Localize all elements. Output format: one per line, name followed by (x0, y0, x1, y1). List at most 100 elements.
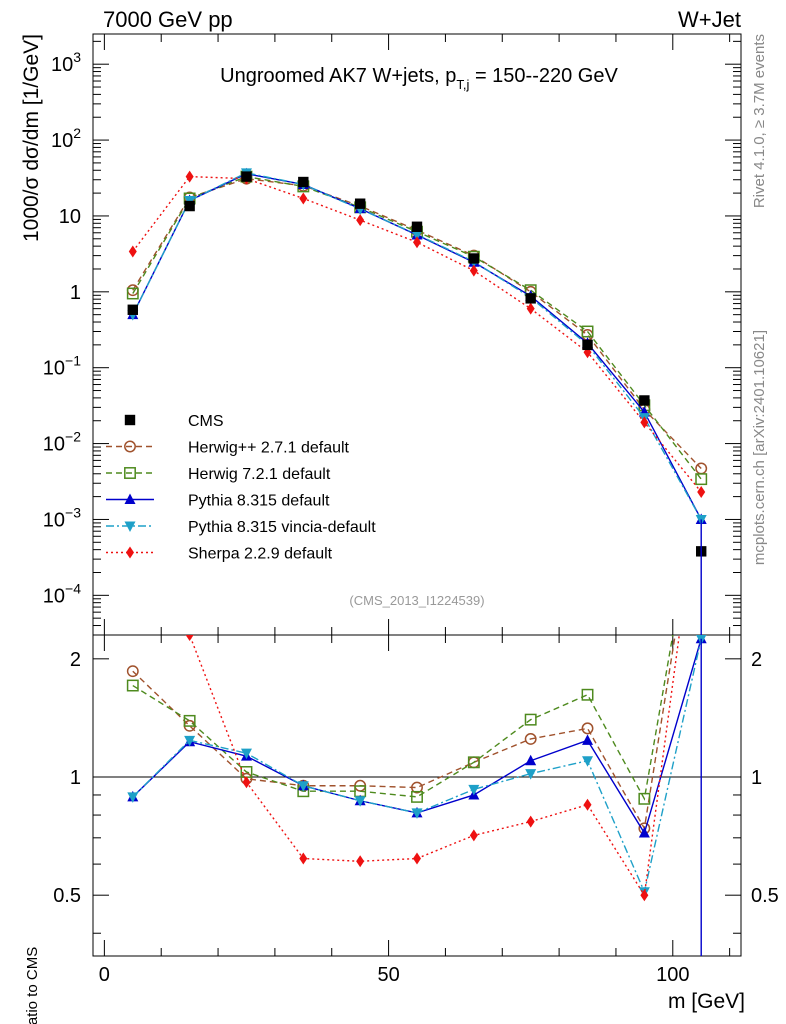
data-point (184, 200, 195, 212)
ratio-ytick-label-right: 0.5 (751, 885, 779, 907)
tick-base: 10 (43, 585, 65, 607)
ratio-series-pythia-8-315-default (127, 635, 707, 838)
main-ytick-label: 10 (59, 206, 81, 228)
ratio-point (297, 781, 309, 792)
legend-label: Herwig++ 2.7.1 default (188, 440, 350, 457)
ratio-point (581, 722, 594, 735)
ratio-point (411, 790, 423, 803)
main-ytick-label: 10−3 (43, 504, 81, 531)
data-point (469, 264, 478, 277)
ratio-point (638, 827, 650, 838)
data-point (582, 339, 593, 351)
data-point (356, 214, 365, 227)
legend-entry: Herwig 7.2.1 default (106, 466, 331, 483)
ratio-point (240, 748, 252, 760)
ratio-ytick-label-right: 2 (751, 649, 762, 671)
data-point (299, 192, 308, 205)
ratio-series-herwig-7-2-1-default (126, 635, 674, 805)
main-ylabel: 1000/σ dσ/dm [1/GeV] (20, 34, 43, 242)
watermark: (CMS_2013_I1224539) (349, 593, 484, 608)
ratio-point (526, 815, 535, 828)
energy-label: 7000 GeV pp (103, 7, 233, 32)
process-label: W+Jet (678, 7, 741, 32)
ratio-point (413, 852, 421, 865)
ratio-series-group (126, 635, 707, 956)
main-title: Ungroomed AK7 W+jets, pT,j = 150--220 Ge… (220, 65, 618, 92)
ratio-xtick-label: 100 (656, 964, 689, 986)
title-main: Ungroomed AK7 W+jets, p (220, 65, 456, 87)
tick-exponent: 2 (73, 125, 81, 141)
data-point (241, 171, 252, 182)
series-line (132, 175, 702, 493)
tick-base: 10 (51, 54, 73, 76)
data-point (697, 486, 706, 499)
legend-marker (126, 546, 134, 559)
rivet-label: Rivet 4.1.0, ≥ 3.7M events (751, 34, 768, 208)
legend: CMS Herwig++ 2.7.1 default Herwig 7.2.1 de… (106, 413, 376, 563)
data-point (525, 293, 536, 304)
ratio-xtick-label: 0 (99, 964, 110, 986)
ratio-point (183, 714, 196, 727)
tick-exponent: −1 (65, 353, 81, 369)
ratio-line (132, 638, 702, 835)
ratio-ytick-label: 1 (70, 767, 81, 789)
ratio-point (583, 798, 592, 811)
xlabel: m [GeV] (668, 990, 745, 1013)
tick-exponent: 3 (73, 49, 81, 65)
ratio-point (242, 776, 251, 789)
tick-exponent: −2 (65, 429, 81, 445)
tick-base: 10 (43, 509, 65, 531)
tick-base: 10 (51, 130, 73, 152)
data-point (413, 236, 421, 249)
data-point (640, 416, 649, 429)
title-tail: = 150--220 GeV (469, 65, 618, 87)
legend-label: Pythia 8.315 vincia-default (188, 519, 376, 536)
data-point (468, 253, 480, 264)
ratio-point (525, 754, 537, 766)
ratio-point (356, 855, 365, 868)
ratio-ytick-label: 0.5 (53, 885, 81, 907)
series-cms (127, 171, 707, 557)
ratio-panel-frame (92, 634, 742, 957)
ratio-point (185, 635, 194, 641)
data-point (639, 395, 650, 406)
legend-label: Pythia 8.315 default (188, 493, 330, 510)
data-point (185, 170, 194, 183)
main-ytick-label: 102 (51, 125, 81, 152)
series-herwig-7-2-1-default (126, 170, 708, 486)
legend-entry: Pythia 8.315 vincia-default (106, 519, 376, 536)
ratio-point (468, 784, 480, 796)
main-ytick-label: 1 (70, 282, 81, 304)
legend-marker (124, 521, 136, 532)
ratio-point (640, 889, 649, 902)
title-subscript: T,j (456, 77, 469, 92)
data-point (695, 473, 708, 486)
ratio-point (299, 852, 308, 865)
ratio-series-pythia-8-315-vincia-default (127, 635, 707, 898)
ratio-point (581, 688, 594, 701)
data-point (581, 325, 594, 338)
ratio-axis-ticks: 0 50 100 0.5 0.5 1 1 2 2 (53, 635, 779, 986)
ratio-ytick-label: 2 (70, 649, 81, 671)
ratio-line (132, 635, 676, 831)
data-point (526, 302, 535, 315)
data-point (411, 229, 423, 241)
legend-label: CMS (188, 413, 224, 430)
legend-marker (124, 440, 136, 453)
ratio-point (469, 829, 478, 842)
legend-entry: Pythia 8.315 default (106, 493, 330, 510)
data-point (126, 287, 139, 300)
tick-exponent: −4 (65, 580, 81, 596)
legend-marker (124, 414, 136, 426)
data-point (128, 245, 137, 258)
series-line (132, 177, 702, 469)
ratio-point (354, 796, 366, 807)
ratio-point (126, 679, 139, 692)
legend-entry: CMS (124, 413, 224, 430)
ratio-point (582, 756, 594, 767)
main-ytick-label: 103 (51, 49, 81, 76)
ratio-point (524, 713, 537, 726)
data-point (127, 304, 138, 315)
